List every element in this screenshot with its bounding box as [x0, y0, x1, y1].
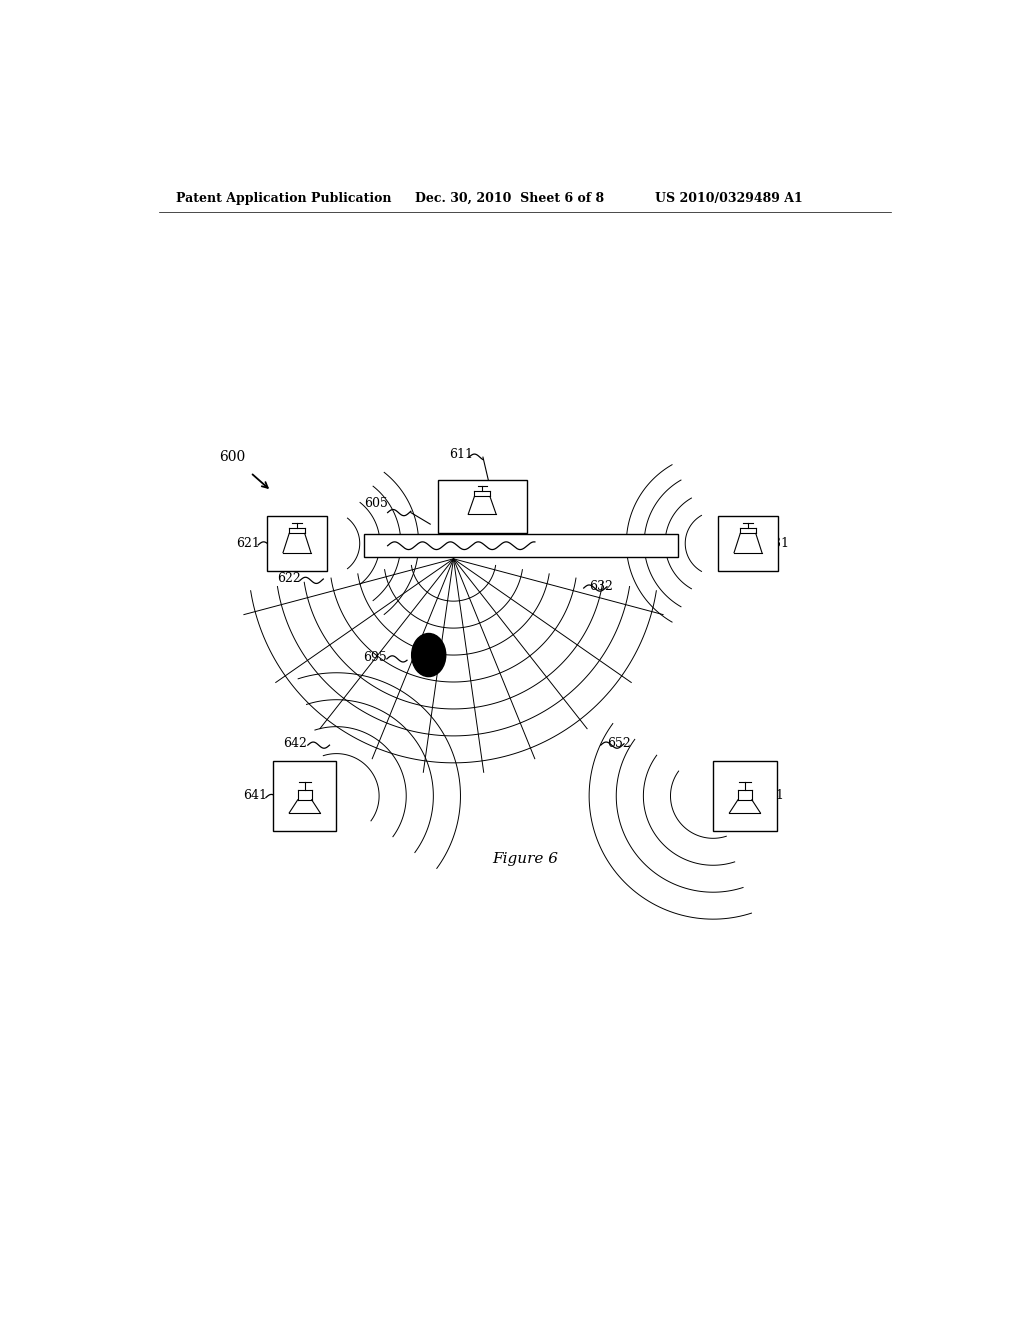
Bar	[365, 535, 678, 557]
Bar	[713, 760, 776, 832]
Text: 622: 622	[276, 573, 301, 585]
Bar	[273, 760, 337, 832]
Text: 642: 642	[283, 737, 307, 750]
Text: 652: 652	[607, 737, 631, 750]
Text: 695: 695	[364, 651, 387, 664]
Text: Patent Application Publication: Patent Application Publication	[176, 191, 391, 205]
Bar	[718, 516, 778, 572]
Text: 612: 612	[539, 543, 562, 556]
Text: 605: 605	[365, 496, 388, 510]
Bar	[266, 516, 328, 572]
Text: US 2010/0329489 A1: US 2010/0329489 A1	[655, 191, 803, 205]
Text: 632: 632	[589, 579, 613, 593]
Text: 641: 641	[243, 789, 266, 803]
Text: 611: 611	[450, 447, 474, 461]
Text: Figure 6: Figure 6	[492, 853, 558, 866]
Text: 631: 631	[765, 537, 790, 550]
Text: Dec. 30, 2010  Sheet 6 of 8: Dec. 30, 2010 Sheet 6 of 8	[415, 191, 604, 205]
Text: 621: 621	[237, 537, 260, 550]
Text: 651: 651	[761, 789, 784, 803]
Text: 600: 600	[219, 450, 246, 465]
Ellipse shape	[412, 634, 445, 677]
Bar	[438, 480, 527, 533]
